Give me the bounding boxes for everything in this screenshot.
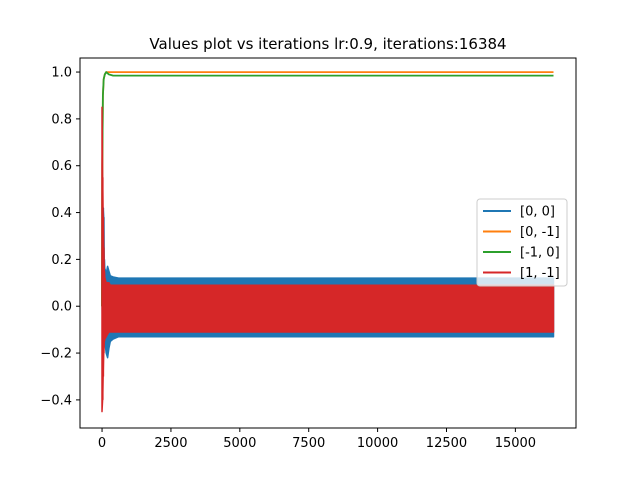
x-tick-label: 10000	[357, 436, 398, 451]
y-tick-label: −0.4	[40, 393, 72, 408]
y-tick-label: 0.8	[51, 112, 72, 127]
legend-box	[476, 198, 568, 287]
x-tick-label: 2500	[154, 436, 187, 451]
legend-label: [0, 0]	[520, 205, 555, 220]
y-tick-label: 0.0	[51, 300, 72, 315]
legend-label: [1, -1]	[520, 266, 560, 281]
y-tick-label: −0.2	[40, 347, 72, 362]
legend-item: [0, 0]	[483, 205, 555, 220]
y-tick-label: 0.6	[51, 159, 72, 174]
x-tick-label: 0	[98, 436, 106, 451]
legend-label: [0, -1]	[520, 225, 560, 240]
x-tick-label: 7500	[292, 436, 325, 451]
legend: [0, 0] [0, -1] [-1, 0] [1, -1]	[476, 198, 568, 287]
y-axis: −0.4 −0.2 0.0 0.2 0.4 0.6 0.8 1.0	[40, 66, 80, 408]
x-tick-label: 15000	[495, 436, 536, 451]
series-layer	[101, 71, 555, 413]
y-tick-label: 0.2	[51, 253, 72, 268]
x-tick-label: 12500	[426, 436, 467, 451]
legend-item: [0, -1]	[483, 225, 560, 240]
legend-item: [1, -1]	[483, 266, 560, 281]
chart-title: Values plot vs iterations lr:0.9, iterat…	[149, 35, 506, 53]
y-tick-label: 1.0	[51, 66, 72, 81]
series-spikes-3	[101, 177, 106, 400]
y-tick-label: 0.4	[51, 206, 72, 221]
plot-frame	[79, 57, 577, 429]
legend-item: [-1, 0]	[483, 246, 560, 261]
x-axis: 0 2500 5000 7500 10000 12500 15000	[98, 428, 536, 451]
legend-label: [-1, 0]	[520, 246, 560, 261]
x-tick-label: 5000	[223, 436, 256, 451]
